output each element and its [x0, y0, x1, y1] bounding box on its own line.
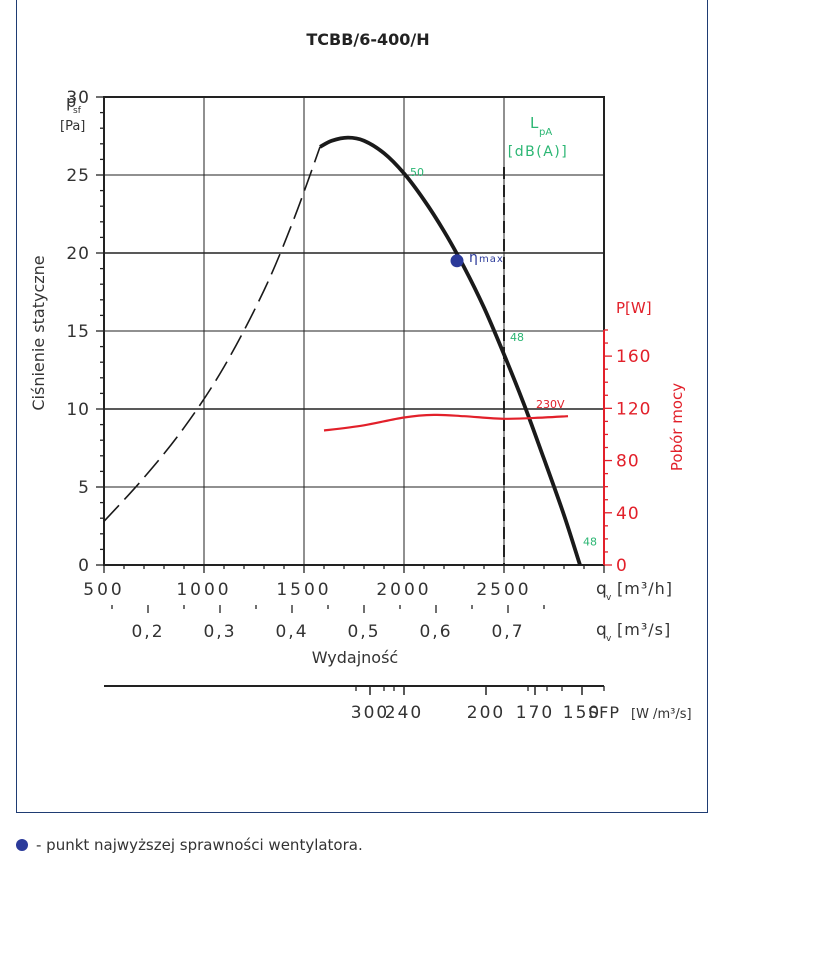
series-label-power: 230V	[536, 398, 565, 411]
lpa-mark-label: 48	[510, 331, 524, 344]
y-tick-label: 25	[66, 166, 90, 186]
m3s-tick-label: 0,2	[131, 622, 164, 642]
m3s-unit-symbol: q	[596, 620, 607, 640]
x-tick-label: 1500	[276, 580, 331, 600]
power-axis-label: Pobór mocy	[668, 383, 686, 471]
sfp-tick-label: 240	[385, 703, 423, 723]
m3s-unit-sub: v	[606, 634, 612, 644]
series-pressure_unstable-line	[103, 146, 321, 522]
y-tick-label: 15	[66, 322, 90, 342]
m3s-tick-label: 0,7	[491, 622, 524, 642]
y-tick-label: 0	[78, 556, 90, 576]
y-unit-symbol: p	[66, 92, 76, 111]
x-tick-label: 500	[83, 580, 124, 600]
x-tick-label: 2500	[476, 580, 531, 600]
y-unit: [Pa]	[60, 119, 85, 134]
sfp-unit: SFP	[588, 703, 620, 722]
eta-max-point	[450, 254, 464, 268]
sfp-tick-label: 300	[351, 703, 389, 723]
sfp-tick-label: 150	[563, 703, 601, 723]
y-axis-label: Ciśnienie statyczne	[29, 255, 48, 410]
m3s-tick-label: 0,5	[347, 622, 380, 642]
series-pressure-line	[319, 135, 582, 566]
power-tick-label: 160	[616, 347, 651, 367]
power-tick-label: 120	[616, 399, 651, 419]
x-tick-label: 1000	[176, 580, 231, 600]
power-tick-label: 80	[616, 452, 640, 472]
x-unit-symbol: q	[596, 579, 607, 599]
m3s-unit: [m³/s]	[617, 620, 671, 639]
x-unit-sub: v	[606, 593, 612, 603]
m3s-tick-label: 0,4	[275, 622, 308, 642]
y-tick-label: 30	[66, 88, 90, 108]
y-unit-sub: sf	[73, 106, 82, 116]
sfp-tick-label: 170	[516, 703, 554, 723]
lpa-sub: pA	[539, 127, 552, 138]
eta-max-label: η	[469, 250, 478, 266]
sfp-tick-label: 200	[467, 703, 505, 723]
chart-title: TCBB/6-400/H	[306, 30, 429, 49]
lpa-label: L	[530, 114, 539, 132]
power-unit: P[W]	[616, 299, 652, 317]
eta-max-sub: max	[479, 254, 504, 265]
sfp-unit-detail: [W /m³/s]	[631, 707, 692, 722]
x-tick-label: 2000	[376, 580, 431, 600]
series-power-line	[323, 413, 569, 432]
y-tick-label: 5	[78, 478, 90, 498]
footnote: - punkt najwyższej sprawności wentylator…	[16, 836, 363, 854]
m3s-tick-label: 0,6	[419, 622, 452, 642]
y-tick-label: 20	[66, 244, 90, 264]
eta-max-dot-icon	[16, 839, 28, 851]
lpa-mark-label: 50	[410, 166, 424, 179]
power-tick-label: 40	[616, 504, 640, 524]
power-tick-label: 0	[616, 556, 628, 576]
x-unit: [m³/h]	[617, 579, 673, 598]
y-tick-label: 10	[66, 400, 90, 420]
m3s-tick-label: 0,3	[203, 622, 236, 642]
lpa-unit: [dB(A)]	[508, 144, 568, 160]
chart-frame	[16, 0, 708, 813]
x-axis-label: Wydajność	[312, 648, 398, 667]
footnote-text: - punkt najwyższej sprawności wentylator…	[36, 836, 363, 854]
lpa-mark-label: 48	[583, 536, 597, 549]
